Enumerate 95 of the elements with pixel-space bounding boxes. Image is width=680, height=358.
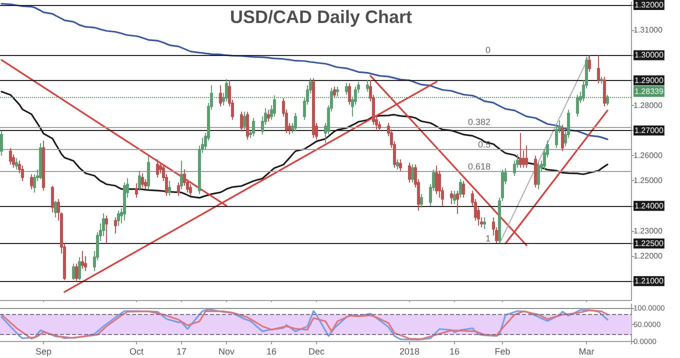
candlestick [420, 194, 423, 208]
candlestick [450, 190, 453, 205]
x-tick-label: Dec [308, 346, 325, 356]
candlestick [366, 80, 369, 92]
candlestick [576, 94, 579, 117]
candlestick [39, 142, 42, 180]
candlestick [123, 182, 126, 222]
x-tick-label: Nov [218, 346, 235, 356]
x-tick-label: Oct [129, 346, 144, 356]
candlestick [519, 132, 522, 168]
candlestick [537, 162, 540, 190]
candlestick [396, 158, 399, 170]
candlestick [411, 164, 414, 183]
y-tick-label: 1.22500 [634, 239, 664, 248]
annotation: 0.5 [478, 139, 490, 150]
candlestick [30, 174, 33, 190]
annotation: 0.382 [468, 117, 490, 128]
candlestick [603, 76, 606, 107]
candlestick [336, 86, 339, 98]
candlestick [51, 185, 54, 213]
y-tick-label: 1.31000 [634, 26, 663, 35]
candlestick [219, 84, 222, 107]
candlestick [408, 162, 411, 183]
ref-line-label: 1.28339 [634, 86, 664, 96]
candlestick [138, 170, 141, 192]
y-tick-label: 1.22000 [634, 252, 663, 261]
candlestick [294, 112, 297, 132]
candlestick [345, 82, 348, 96]
candlestick [312, 78, 315, 138]
candlestick [180, 160, 183, 190]
candlestick [42, 140, 45, 192]
candlestick [588, 54, 591, 72]
candlestick [117, 210, 120, 226]
y-tick-label: 1.24000 [634, 201, 664, 210]
annotation: 0 [485, 45, 490, 56]
candlestick [246, 111, 249, 140]
candlestick [348, 82, 351, 106]
candlestick [459, 178, 462, 198]
candlestick [54, 200, 57, 218]
chart-title: USD/CAD Daily Chart [230, 7, 412, 27]
candlestick [243, 111, 246, 130]
y-tick-label: 1.23000 [634, 226, 663, 236]
x-tick-label: Feb [494, 346, 510, 356]
y-tick-label: 1.26000 [634, 151, 663, 160]
x-tick-label: Mar [578, 346, 594, 356]
candlestick [168, 180, 171, 196]
candlestick [15, 158, 18, 170]
annotation: 0.618 [468, 162, 490, 172]
candlestick [600, 76, 603, 84]
candlestick [435, 165, 438, 195]
candlestick [225, 78, 228, 102]
candlestick [606, 94, 609, 106]
y-tick-label: 1.28000 [634, 100, 663, 110]
candlestick [75, 263, 78, 282]
candlestick [453, 190, 456, 205]
candlestick [273, 94, 276, 117]
candlestick [0, 130, 3, 156]
x-tick-label: 16 [266, 346, 277, 356]
candlestick [483, 216, 486, 230]
candlestick [78, 256, 81, 281]
x-tick-label: 17 [176, 346, 187, 356]
candlestick [81, 250, 84, 270]
candlestick [141, 172, 144, 188]
candlestick [177, 182, 180, 196]
candlestick [399, 158, 402, 172]
y-tick-label: 1.21000 [634, 276, 664, 286]
y-tick-label: 1.25000 [634, 176, 663, 186]
x-tick-label: 2018 [399, 346, 420, 356]
candlestick [72, 263, 75, 281]
y-tick-label: 1.29000 [634, 76, 664, 85]
x-tick-label: Sep [35, 346, 52, 356]
candlestick [105, 215, 108, 244]
candlestick [135, 182, 138, 198]
candlestick [267, 109, 270, 122]
y-tick-label: 1.27000 [634, 126, 664, 136]
candlestick [240, 111, 243, 132]
candlestick [534, 155, 537, 188]
candlestick [462, 180, 465, 198]
y-tick-label: 1.30000 [634, 50, 664, 60]
candlestick [156, 158, 159, 178]
candlestick [33, 174, 36, 194]
candlestick [378, 120, 381, 132]
candlestick [525, 145, 528, 168]
x-tick-label: 16 [449, 346, 460, 356]
y-tick-label: 1.32000 [634, 0, 664, 10]
line-series [0, 2, 608, 140]
candlestick [456, 190, 459, 214]
candlestick [147, 155, 150, 190]
candlestick [333, 86, 336, 99]
candlestick [9, 148, 12, 165]
candlestick [114, 216, 117, 234]
candlestick [561, 124, 564, 152]
annotation: 1 [485, 234, 490, 244]
candlestick [597, 54, 600, 84]
candlestick [252, 117, 255, 137]
